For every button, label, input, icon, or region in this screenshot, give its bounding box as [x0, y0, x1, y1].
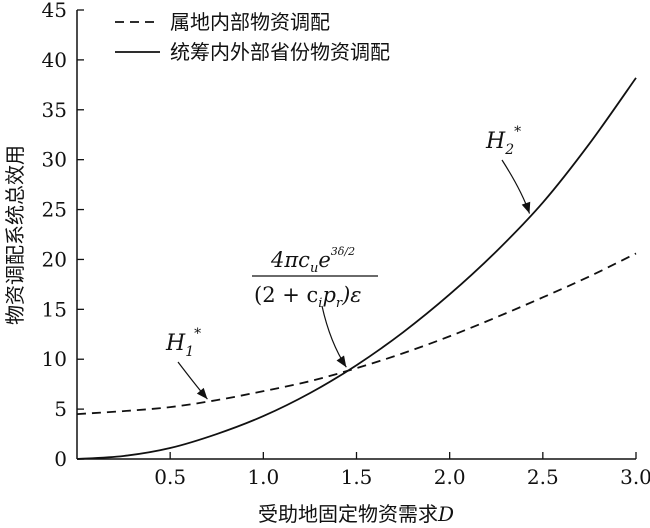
annotation-intersection: 4πcue3δ/2 (2 + cipr)ε	[252, 245, 378, 368]
y-tick-label: 40	[42, 48, 67, 72]
annotation-h1-label: H	[165, 331, 186, 356]
y-axis-title: 物资调配系统总效用	[3, 145, 27, 325]
x-tick-label: 0.5	[154, 465, 186, 489]
series-lines	[76, 77, 637, 460]
annotations: H1* H2* 4πcue3δ/2 (2 + cipr)ε	[165, 124, 531, 400]
y-tick-label: 35	[42, 98, 67, 122]
y-tick-label: 5	[54, 397, 67, 421]
x-tick-label: 1.0	[247, 465, 279, 489]
y-tick-label: 10	[42, 347, 67, 371]
y-tick-label: 45	[42, 0, 67, 22]
annotation-h2-sup: *	[514, 124, 521, 140]
y-tick-label: 20	[42, 247, 67, 271]
y-tick-label: 15	[42, 297, 67, 321]
x-tick-label: 2.0	[434, 465, 466, 489]
svg-text:H2*: H2*	[485, 124, 521, 158]
y-tick-label: 25	[42, 198, 67, 222]
annotation-h2-arrowhead	[521, 201, 531, 214]
y-tick-label: 30	[42, 148, 67, 172]
annotation-h2: H2*	[485, 124, 531, 214]
x-tick-label: 3.0	[620, 465, 650, 489]
annotation-h1-sup: *	[194, 326, 201, 342]
svg-text:H1*: H1*	[165, 326, 201, 360]
annotation-h2-label: H	[485, 129, 506, 154]
legend-label-dashed: 属地内部物资调配	[170, 10, 330, 34]
annotation-intersection-numerator: 4πcue3δ/2	[270, 245, 355, 276]
annotation-h1-sub: 1	[185, 344, 194, 360]
annotation-intersection-denominator: (2 + cipr)ε	[254, 283, 362, 311]
legend-label-solid: 统筹内外部省份物资调配	[170, 40, 390, 64]
x-axis-title: 受助地固定物资需求D	[258, 502, 454, 526]
annotation-h1-arrowhead	[196, 387, 208, 400]
series-line-solid	[76, 77, 637, 460]
axis-ticks: 0.5 1.0 1.5 2.0 2.5 3.0 0 5 10 15 20 25 30 35 40 45	[42, 0, 650, 489]
annotation-intersection-arrowhead	[336, 355, 347, 368]
x-tick-label: 1.5	[341, 465, 373, 489]
series-line-dashed	[76, 252, 637, 415]
y-tick-label: 0	[54, 447, 67, 471]
annotation-h2-sub: 2	[504, 142, 514, 158]
annotation-h1: H1*	[165, 326, 208, 400]
x-tick-label: 2.5	[527, 465, 559, 489]
legend: 属地内部物资调配 统筹内外部省份物资调配	[115, 10, 390, 64]
